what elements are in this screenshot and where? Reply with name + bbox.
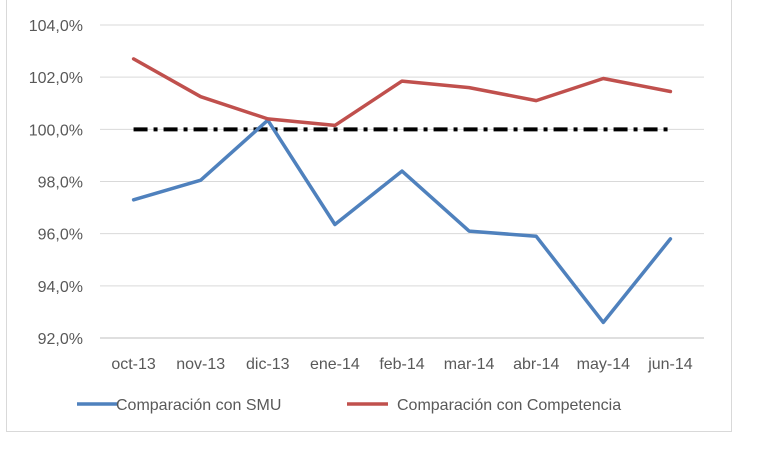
chart-frame [6, 0, 732, 432]
x-tick-label: ene-14 [310, 356, 360, 373]
legend-label: Comparación con Competencia [397, 397, 621, 414]
x-tick-label: mar-14 [444, 356, 495, 373]
series-line-1 [131, 118, 673, 325]
x-tick-label: oct-13 [111, 356, 156, 373]
y-tick-label: 96,0% [38, 227, 83, 244]
gridlines [100, 24, 704, 287]
x-tick-label: abr-14 [513, 356, 559, 373]
legend-label: Comparación con SMU [116, 397, 281, 414]
y-tick-label: 100,0% [29, 122, 83, 139]
series-lines [131, 57, 673, 325]
x-tick-label: nov-13 [176, 356, 225, 373]
x-tick-label: may-14 [577, 356, 630, 373]
x-tick-label: jun-14 [647, 356, 693, 373]
y-tick-label: 94,0% [38, 279, 83, 296]
y-tick-label: 104,0% [29, 18, 83, 35]
x-tick-label: feb-14 [379, 356, 424, 373]
series-line-2 [131, 57, 673, 128]
x-tick-label: dic-13 [246, 356, 290, 373]
y-tick-label: 98,0% [38, 175, 83, 192]
legend: Comparación con SMU Comparación con Compe… [77, 397, 621, 414]
y-tick-label: 102,0% [29, 70, 83, 87]
y-tick-label: 92,0% [38, 331, 83, 348]
x-axis-ticks: oct-13 nov-13 dic-13 ene-14 feb-14 mar-14 abr-… [111, 356, 692, 373]
y-axis-ticks: 92,0% 94,0% 96,0% 98,0% 100,0% 102,0% 104,0% [29, 18, 83, 348]
